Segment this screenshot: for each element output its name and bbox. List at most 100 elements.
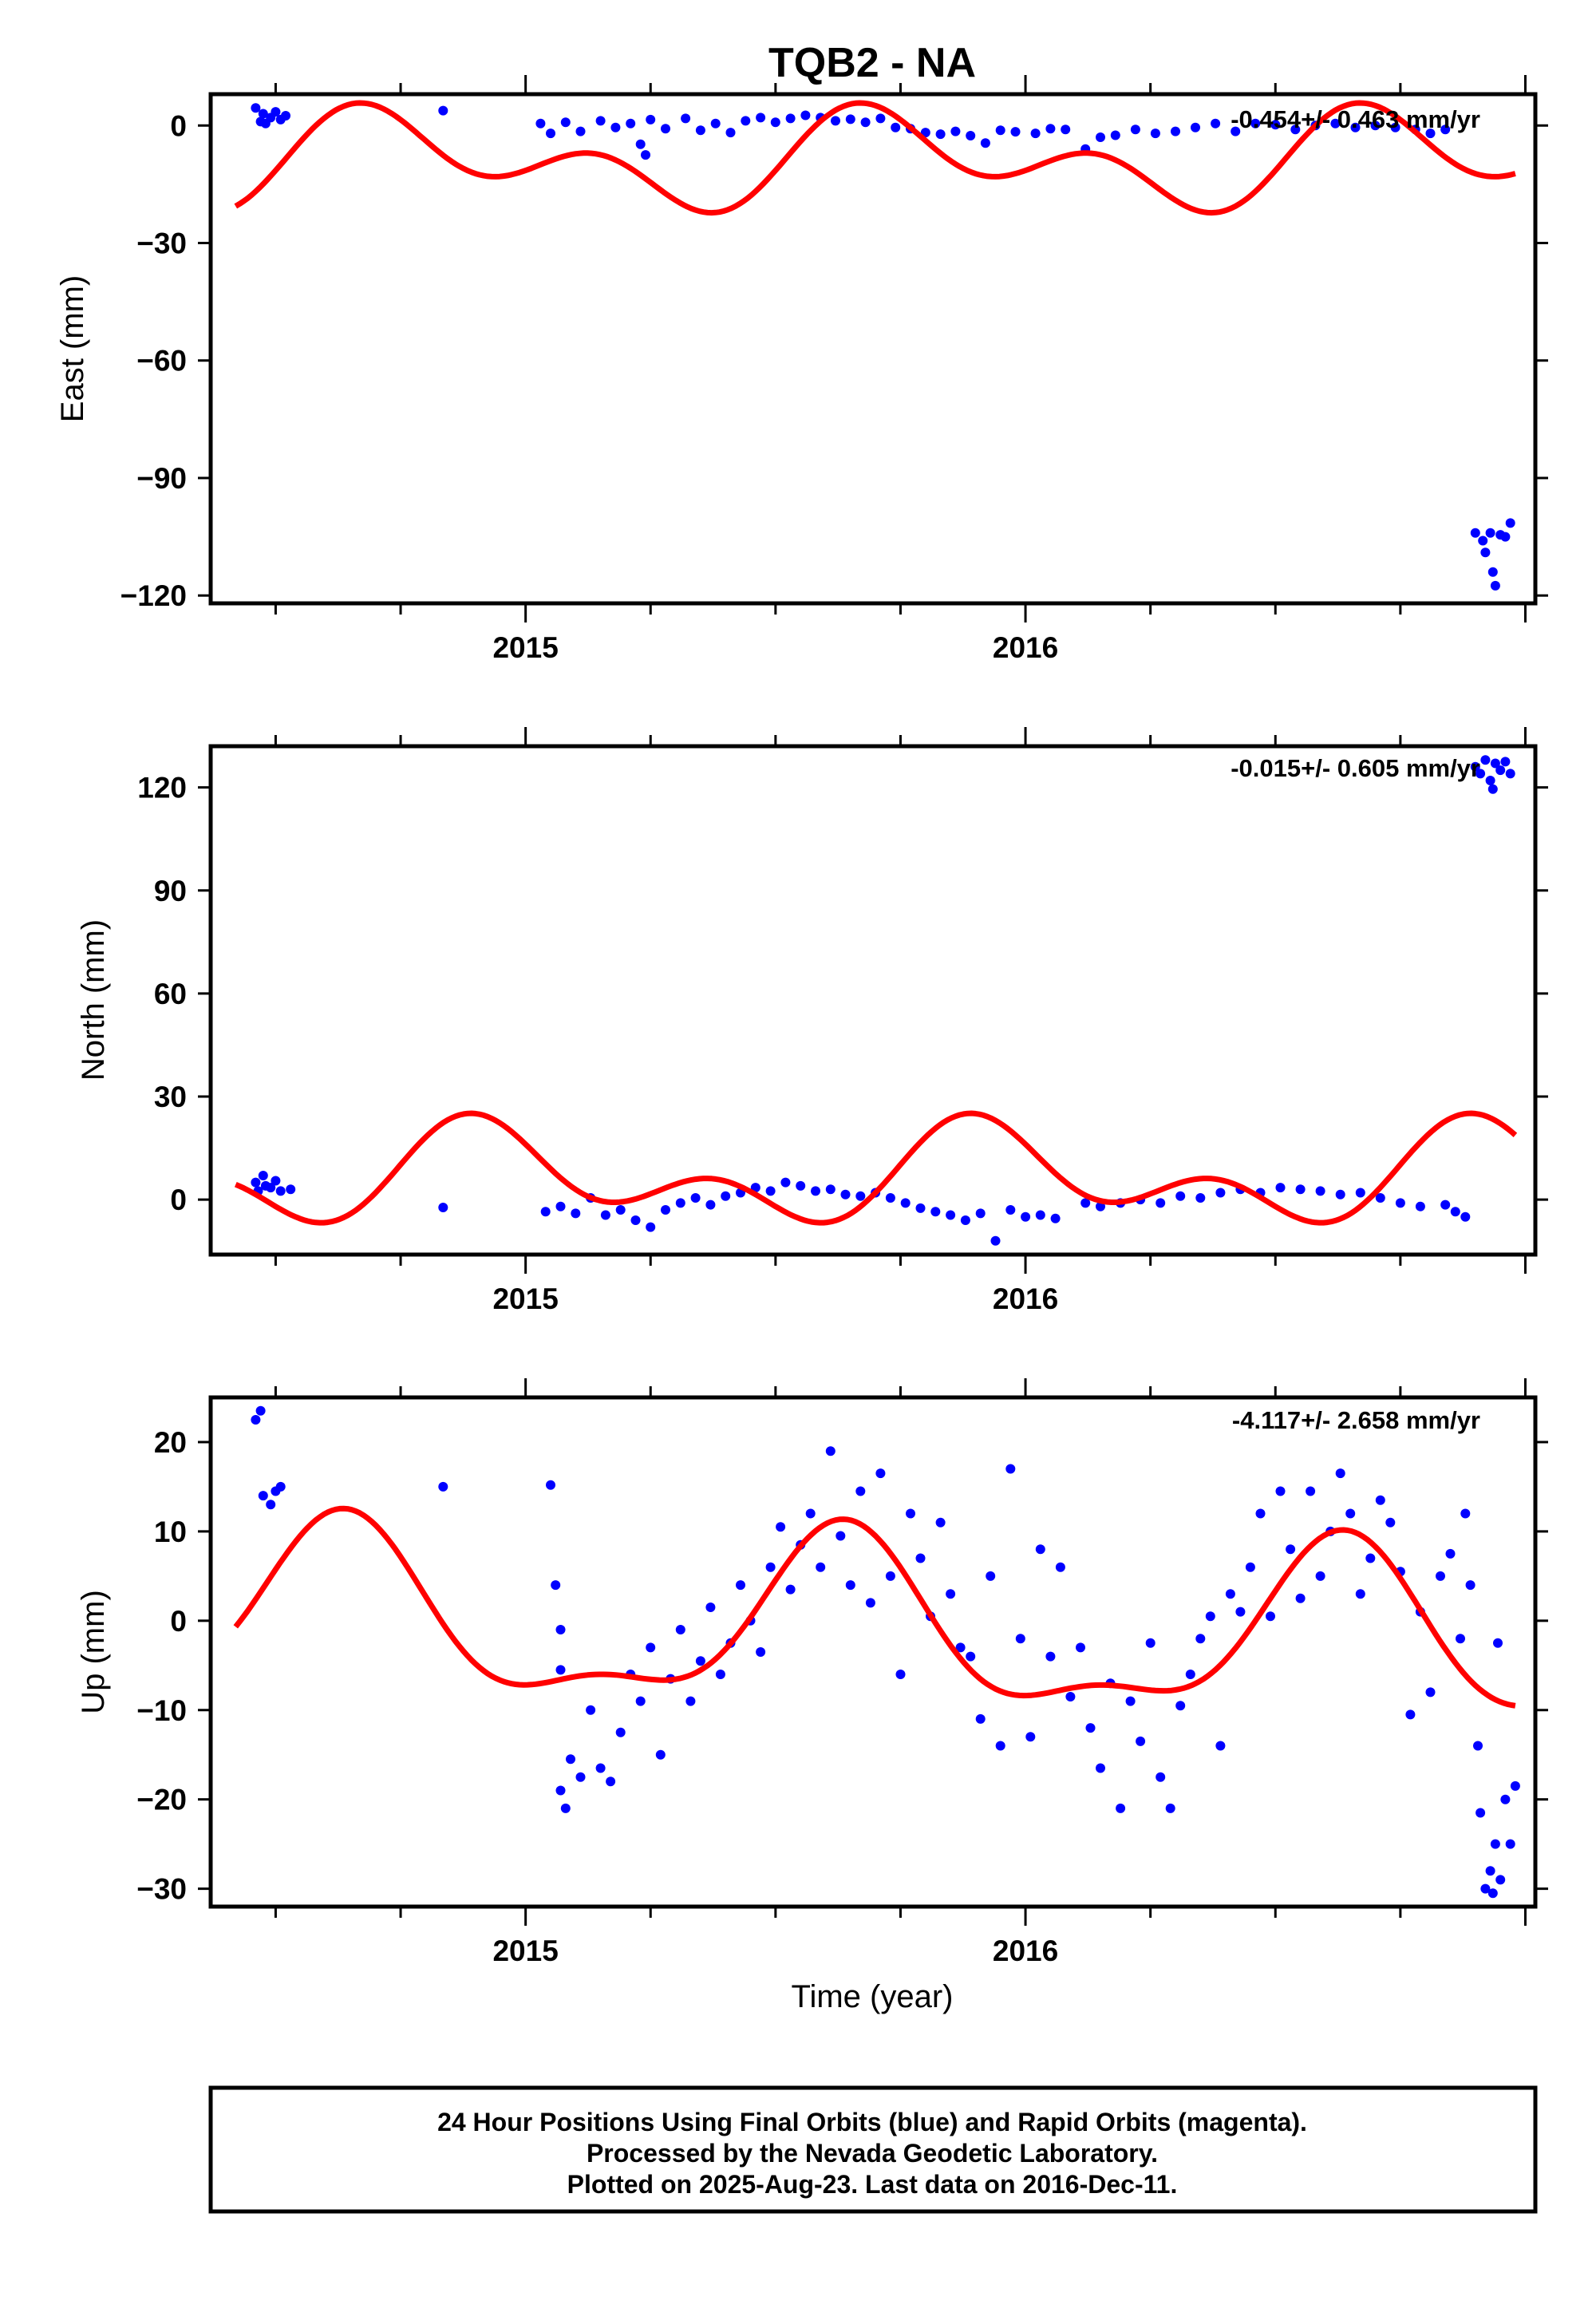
east-data-point: [1110, 130, 1120, 140]
north-data-point: [946, 1210, 956, 1220]
north-data-point: [1500, 757, 1511, 767]
north-data-point: [765, 1186, 776, 1196]
up-data-point: [1405, 1709, 1416, 1720]
up-data-point: [251, 1415, 261, 1425]
up-data-point: [275, 1481, 286, 1492]
north-y-tick-label: 120: [137, 772, 187, 804]
up-data-point: [615, 1727, 626, 1737]
north-data-point: [1315, 1186, 1325, 1196]
north-data-point: [615, 1205, 626, 1215]
up-data-point: [1005, 1464, 1016, 1474]
east-y-tick-label: 0: [170, 109, 187, 142]
up-data-point: [1460, 1508, 1471, 1519]
east-data-point: [1350, 122, 1361, 132]
east-data-point: [1485, 528, 1495, 538]
east-data-point: [935, 129, 946, 140]
up-data-point: [1495, 1875, 1506, 1885]
east-data-point: [966, 131, 976, 140]
up-data-point: [1136, 1736, 1146, 1746]
x-axis-label: Time (year): [792, 1979, 954, 2014]
up-data-point: [1076, 1642, 1085, 1653]
east-data-point: [1045, 124, 1056, 134]
east-data-point: [1330, 118, 1341, 128]
up-model-curve: [233, 1505, 1516, 1709]
up-data-point: [765, 1562, 776, 1572]
north-x-tick-label: 2016: [993, 1282, 1058, 1315]
up-y-tick-label: 10: [154, 1516, 187, 1548]
east-data-point: [281, 111, 290, 121]
north-data-point: [1415, 1201, 1425, 1211]
up-data-point: [1510, 1780, 1520, 1791]
east-data-point: [1490, 580, 1500, 591]
east-data-point: [1231, 126, 1241, 136]
east-data-point: [661, 124, 670, 134]
up-data-point: [1065, 1692, 1076, 1701]
north-y-tick-label: 60: [154, 978, 187, 1010]
north-data-point: [885, 1193, 895, 1203]
north-x-tick-label: 2015: [492, 1282, 558, 1315]
footer-box: 24 Hour Positions Using Final Orbits (bl…: [208, 2085, 1538, 2214]
up-data-point: [1225, 1589, 1235, 1599]
up-data-point: [1156, 1772, 1166, 1782]
east-data-point: [258, 109, 268, 119]
east-data-point: [1010, 127, 1021, 137]
east-model-curve: [234, 100, 1516, 216]
north-data-point: [571, 1208, 581, 1219]
north-data-point: [705, 1199, 716, 1210]
north-y-tick-label: 30: [154, 1081, 187, 1113]
north-data-point: [675, 1198, 685, 1208]
north-data-point: [1275, 1183, 1286, 1193]
east-data-point: [1425, 128, 1436, 139]
east-data-point: [1211, 118, 1221, 128]
east-y-tick-label: −90: [136, 462, 187, 495]
up-data-point: [1375, 1495, 1385, 1505]
up-data-point: [258, 1491, 268, 1501]
north-y-axis-label: North (mm): [76, 919, 111, 1081]
east-data-point: [635, 139, 646, 149]
up-y-tick-label: −20: [136, 1784, 187, 1816]
east-data-point: [1250, 118, 1261, 128]
up-data-point: [1015, 1634, 1025, 1644]
north-data-point: [990, 1235, 1001, 1246]
east-data-point: [535, 118, 546, 128]
east-data-point: [831, 116, 840, 126]
up-data-point: [955, 1642, 966, 1653]
up-data-point: [1205, 1611, 1215, 1622]
north-data-point: [796, 1180, 806, 1191]
chart-title: TQB2 - NA: [768, 40, 976, 86]
east-data-point: [1150, 128, 1160, 139]
up-data-point: [935, 1517, 946, 1528]
up-data-point: [1266, 1611, 1275, 1622]
up-data-point: [1345, 1508, 1356, 1519]
east-data-point: [438, 105, 448, 116]
up-data-point: [1185, 1670, 1195, 1679]
east-data-point: [1390, 122, 1400, 132]
up-data-point: [1480, 1883, 1491, 1894]
up-x-tick-label: 2015: [492, 1935, 558, 1967]
east-data-layer: [234, 100, 1516, 591]
north-axes: 120 90 60 30 0 2015 2016: [137, 727, 1548, 1315]
up-data-point: [1315, 1571, 1325, 1581]
north-data-point: [661, 1205, 670, 1215]
up-data-point: [1116, 1803, 1126, 1813]
north-model-curve: [234, 1110, 1518, 1226]
up-data-point: [1465, 1580, 1476, 1591]
north-data-point: [1476, 769, 1486, 779]
up-data-point: [845, 1580, 855, 1591]
up-data-point: [1215, 1741, 1226, 1751]
east-data-point: [271, 107, 281, 117]
up-axes: 20 10 0 −10 −20 −30 2015 2016: [136, 1378, 1548, 1967]
up-data-point: [255, 1405, 266, 1416]
east-data-point: [575, 126, 586, 136]
up-data-point: [1493, 1638, 1503, 1648]
north-data-point: [855, 1191, 866, 1201]
up-data-point: [1125, 1696, 1136, 1706]
east-data-point: [610, 122, 621, 132]
up-data-point: [1195, 1634, 1206, 1644]
east-data-point: [1171, 126, 1180, 136]
north-data-point: [1215, 1188, 1226, 1198]
up-data-point: [575, 1772, 586, 1782]
north-data-point: [275, 1186, 286, 1196]
up-data-point: [1505, 1839, 1515, 1849]
up-data-point: [995, 1741, 1005, 1751]
